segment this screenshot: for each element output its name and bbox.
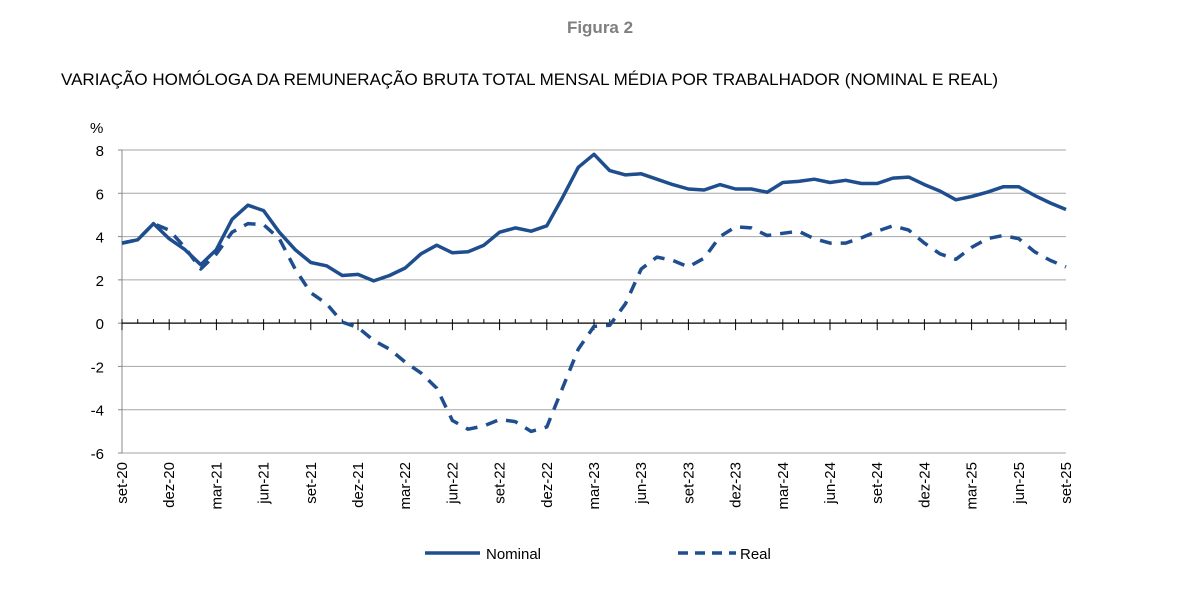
x-tick-label: mar-22 — [397, 462, 414, 510]
x-tick-label: jun-23 — [633, 462, 650, 505]
x-tick-label: mar-25 — [964, 462, 981, 510]
y-tick-label: 0 — [96, 316, 104, 333]
x-tick-label: dez-24 — [916, 462, 933, 508]
x-tick-label: dez-20 — [161, 462, 178, 508]
legend-label-nominal: Nominal — [486, 546, 541, 563]
figure-label: Figura 2 — [566, 18, 634, 37]
series-line-nominal — [121, 152, 1067, 283]
x-tick-label: dez-22 — [539, 462, 556, 508]
x-tick-label: dez-21 — [350, 462, 367, 508]
x-tick-label: set-24 — [869, 462, 886, 504]
x-tick-label: set-23 — [680, 462, 697, 504]
y-tick-label: 6 — [96, 186, 104, 203]
chart-title: VARIAÇÃO HOMÓLOGA DA REMUNERAÇÃO BRUTA T… — [61, 70, 999, 89]
legend-label-real: Real — [740, 546, 771, 563]
y-tick-label: -4 — [91, 403, 104, 420]
x-tick-label: set-21 — [303, 462, 320, 504]
y-axis-unit: % — [90, 120, 103, 137]
x-tick-label: jun-24 — [822, 462, 839, 505]
y-tick-label: 8 — [96, 143, 104, 160]
y-tick-label: -2 — [91, 359, 104, 376]
x-tick-label: jun-25 — [1011, 462, 1028, 505]
y-tick-label: 2 — [96, 273, 104, 290]
legend: Nominal Real — [425, 546, 771, 563]
x-tick-label: mar-24 — [775, 462, 792, 510]
x-tick-label: jun-22 — [444, 462, 461, 505]
x-tick-label: mar-23 — [586, 462, 603, 510]
x-tick-label: set-25 — [1058, 462, 1075, 504]
x-tick-label: dez-23 — [728, 462, 745, 508]
x-tick-label: jun-21 — [256, 462, 273, 505]
x-tick-label: set-22 — [492, 462, 509, 504]
x-tick-label: mar-21 — [208, 462, 225, 510]
y-tick-label: 4 — [96, 230, 104, 247]
y-tick-label: -6 — [91, 446, 104, 463]
x-tick-label: set-20 — [114, 462, 131, 504]
